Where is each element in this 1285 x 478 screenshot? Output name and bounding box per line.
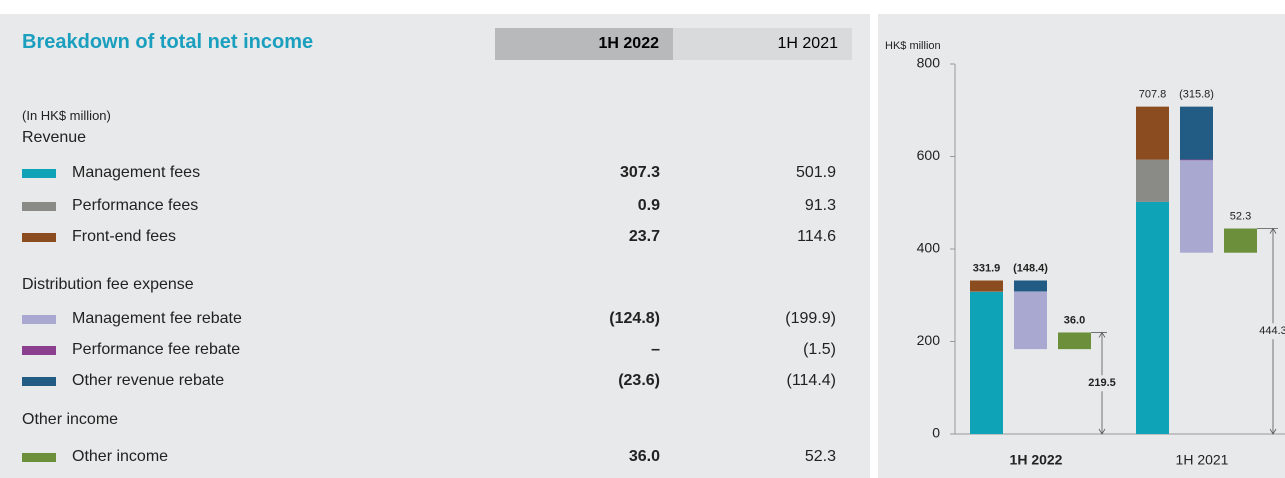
bar-segment [1180,160,1213,253]
cell-value: 91.3 [804,197,836,214]
bar-segment [970,291,1003,434]
arrow-head [1098,331,1106,435]
row-label: Performance fee rebate [72,341,241,358]
section-heading: Revenue [22,129,87,146]
section-heading: Distribution fee expense [22,276,194,293]
cell-value: 0.9 [637,197,660,214]
y-tick-label: 600 [917,147,941,163]
chart-panel [878,14,1285,478]
section-heading: Other income [22,411,119,428]
label-bg [1256,323,1285,340]
bar-segment [1014,280,1047,292]
bar-segment [1136,159,1169,202]
bar-segment [1180,159,1213,161]
cell-value: 114.6 [797,228,836,245]
y-tick-label: 800 [917,55,941,71]
row-label: Performance fees [72,197,199,214]
total-label: 52.3 [1230,210,1251,222]
cell-value: (1.5) [803,341,836,358]
row-label: Other income [72,448,169,465]
net-label: 444.3 [1259,325,1285,337]
table-panel [0,14,870,478]
legend-swatch [22,202,56,211]
bar-segment [1136,201,1169,434]
y-tick-label: 0 [932,425,940,441]
unit-note: (In HK$ million) [22,108,111,123]
y-tick-label: 400 [917,240,941,256]
row-label: Management fees [72,164,201,181]
bar-segment [1058,332,1091,350]
label-bg [1085,375,1119,392]
cell-value: (199.9) [785,310,836,327]
total-label: (148.4) [1013,262,1048,274]
cell-value: 36.0 [628,448,660,465]
bar-segment [1180,106,1213,160]
cell-value: (114.4) [786,372,836,389]
column-header: 1H 2022 [495,28,673,60]
bar-segment [1224,228,1257,253]
bar-segment [1136,106,1169,160]
total-label: (315.8) [1179,89,1214,101]
cell-value: (124.8) [609,310,660,327]
cell-value: 501.9 [795,164,836,181]
total-label: 331.9 [973,262,1001,274]
column-header: 1H 2021 [673,28,852,60]
legend-swatch [22,233,56,242]
legend-swatch [22,453,56,462]
legend-swatch [22,169,56,178]
table-title: Breakdown of total net income [22,31,314,53]
total-label: 707.8 [1139,89,1167,101]
cell-value: (23.6) [618,372,660,389]
bar-segment [1014,291,1047,350]
row-label: Other revenue rebate [72,372,225,389]
cell-value: 307.3 [619,164,660,181]
x-tick-label: 1H 2022 [1010,452,1063,468]
net-label: 219.5 [1088,377,1116,389]
legend-swatch [22,377,56,386]
row-label: Management fee rebate [72,310,242,327]
cell-value: 23.7 [628,228,660,245]
total-label: 36.0 [1064,314,1085,326]
row-label: Front-end fees [72,228,177,245]
legend-swatch [22,346,56,355]
y-tick-label: 200 [917,332,941,348]
cell-value: 52.3 [804,448,836,465]
arrow-head [1269,227,1277,435]
cell-value: – [651,341,660,358]
x-tick-label: 1H 2021 [1176,452,1229,468]
bar-segment [970,280,1003,292]
y-axis-label: HK$ million [885,40,941,52]
legend-swatch [22,315,56,324]
